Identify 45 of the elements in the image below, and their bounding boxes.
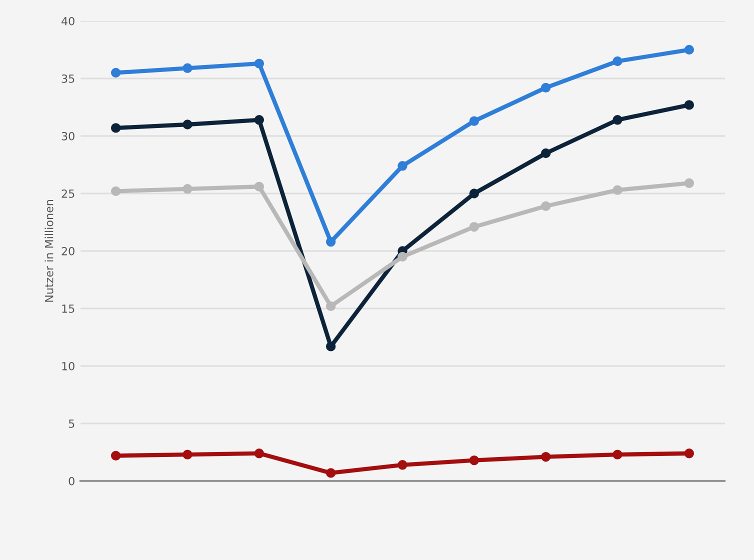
point xyxy=(612,115,622,125)
point xyxy=(398,252,408,262)
y-axis-title: Nutzer in Millionen xyxy=(44,200,54,302)
point xyxy=(684,448,694,458)
point xyxy=(326,236,336,247)
point xyxy=(540,148,551,158)
y-tick-label: 5 xyxy=(68,420,74,428)
y-tick-label: 20 xyxy=(62,246,74,256)
point xyxy=(540,452,551,462)
y-tick-label: 0 xyxy=(68,476,74,486)
y-tick-label: 25 xyxy=(62,189,74,198)
point xyxy=(684,178,694,188)
y-tick-label: 15 xyxy=(62,304,74,313)
point xyxy=(469,455,480,466)
point xyxy=(612,185,622,195)
point xyxy=(540,82,551,93)
point xyxy=(110,68,121,78)
point xyxy=(182,450,192,460)
point xyxy=(684,44,694,55)
point xyxy=(540,201,551,212)
point xyxy=(254,115,264,125)
point xyxy=(469,222,480,232)
point xyxy=(398,460,408,470)
point xyxy=(254,448,264,458)
y-tick-label: 10 xyxy=(62,362,74,370)
point xyxy=(254,58,264,68)
point xyxy=(469,188,480,198)
point xyxy=(182,120,192,130)
y-tick-label: 35 xyxy=(62,74,74,83)
point xyxy=(110,186,121,196)
point xyxy=(110,450,121,461)
point xyxy=(254,182,264,192)
point xyxy=(182,184,192,194)
point xyxy=(612,450,622,460)
y-tick-label: 30 xyxy=(62,132,74,140)
point xyxy=(326,468,336,478)
point xyxy=(326,342,336,352)
point xyxy=(110,123,121,133)
point xyxy=(469,116,480,126)
point xyxy=(182,63,192,74)
y-tick-label: 40 xyxy=(62,16,74,26)
point xyxy=(398,161,408,171)
point xyxy=(684,100,694,110)
point xyxy=(326,301,336,312)
point xyxy=(612,56,622,66)
